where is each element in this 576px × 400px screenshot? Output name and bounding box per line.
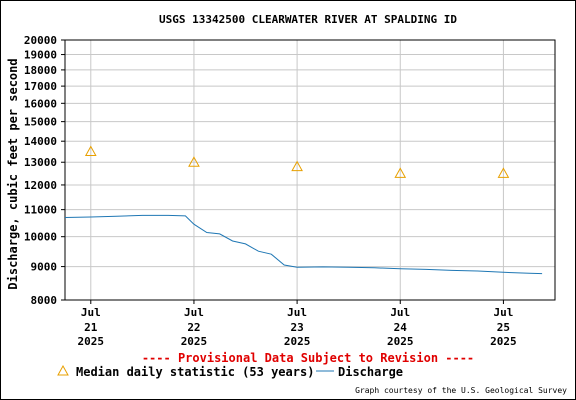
y-tick-label: 17000 [24,80,57,93]
x-tick-day: 22 [187,321,200,334]
x-tick-day: 23 [290,321,303,334]
y-tick-label: 18000 [24,64,57,77]
x-tick-year: 2025 [181,335,208,348]
y-tick-label: 13000 [24,156,57,169]
median-marker [84,145,97,157]
legend: Median daily statistic (53 years) Discha… [57,364,403,379]
y-tick-label: 10000 [24,231,57,244]
legend-discharge-label: Discharge [338,365,403,379]
x-tick-month: Jul [287,306,307,319]
y-tick-label: 8000 [31,294,58,307]
y-tick-label: 11000 [24,204,57,217]
legend-median-marker [57,364,69,376]
y-tick-label: 14000 [24,135,57,148]
y-tick-label: 12000 [24,179,57,192]
x-tick-month: Jul [184,306,204,319]
legend-median-label: Median daily statistic (53 years) [76,365,314,379]
median-marker [394,167,407,178]
y-axis-ticks: 20000 19000 18000 17000 16000 15000 14000 13000… [24,34,65,307]
x-tick-day: 25 [497,321,510,334]
median-marker [291,160,303,172]
median-marker [497,167,510,178]
median-marker [188,156,200,167]
y-tick-label: 9000 [31,261,58,274]
x-axis-ticks: Jul212025Jul222025Jul232025Jul242025Jul2… [78,300,517,348]
x-tick-year: 2025 [490,335,517,348]
y-tick-label: 16000 [24,97,57,110]
courtesy-note: Graph courtesy of the U.S. Geological Su… [355,386,567,395]
x-tick-day: 24 [394,321,408,334]
discharge-line [64,214,543,275]
series-discharge [64,214,543,275]
y-tick-label: 19000 [24,49,57,62]
x-tick-year: 2025 [387,335,414,348]
x-tick-day: 21 [84,321,98,334]
series-median [84,145,510,178]
x-tick-month: Jul [81,306,101,319]
x-tick-year: 2025 [78,335,105,348]
plot-area [64,39,556,301]
grid [65,39,555,301]
y-tick-label: 20000 [24,34,57,47]
x-tick-year: 2025 [284,335,311,348]
y-axis-label: Discharge, cubic feet per second [6,58,20,289]
x-tick-month: Jul [390,306,410,319]
chart-title: USGS 13342500 CLEARWATER RIVER AT SPALDI… [159,13,457,26]
provisional-notice: ---- Provisional Data Subject to Revisio… [142,351,474,365]
x-tick-month: Jul [493,306,513,319]
y-tick-label: 15000 [24,116,57,129]
